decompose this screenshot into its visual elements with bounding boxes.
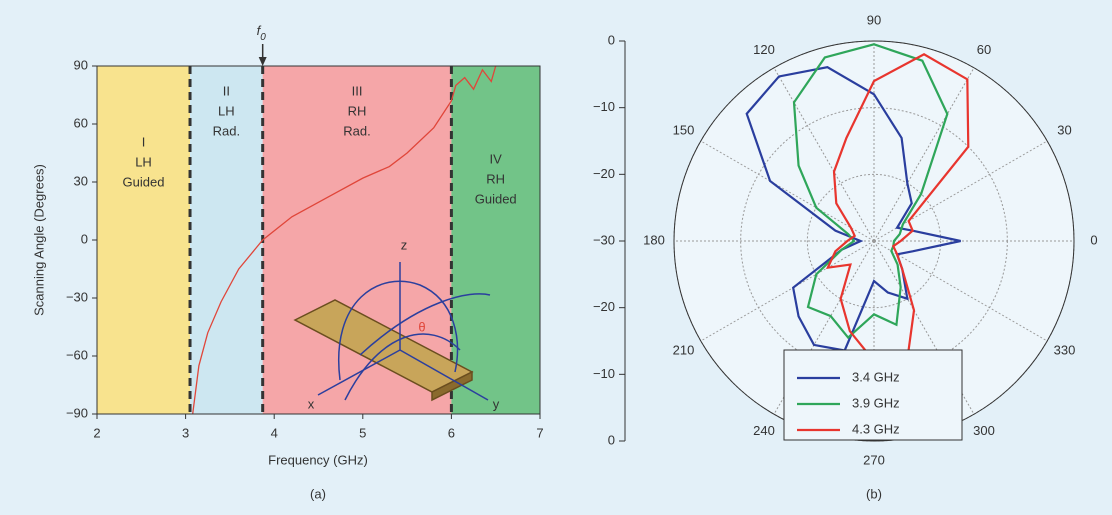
r-tick-label: 0 [608, 32, 615, 47]
r-tick-label: −10 [593, 366, 615, 381]
region-label: RH [348, 103, 367, 118]
theta-tick-label: 0 [1090, 232, 1097, 247]
marker-arrowhead [259, 57, 267, 66]
theta-tick-label: 330 [1054, 342, 1076, 357]
theta-tick-label: 270 [863, 452, 885, 467]
region-label: LH [135, 154, 152, 169]
x-tick-label: 4 [271, 425, 278, 440]
region-label: Rad. [343, 123, 370, 138]
legend-label: 3.9 GHz [852, 395, 900, 410]
inset-label: θ [418, 319, 425, 334]
x-tick-label: 7 [536, 425, 543, 440]
r-tick-label: 0 [608, 432, 615, 447]
region-label: RH [486, 171, 505, 186]
x-tick-label: 5 [359, 425, 366, 440]
theta-tick-label: 150 [673, 122, 695, 137]
y-tick-label: −30 [66, 289, 88, 304]
x-axis-label: Frequency (GHz) [268, 452, 368, 467]
theta-tick-label: 90 [867, 12, 881, 27]
y-tick-label: 60 [74, 115, 88, 130]
region-label: Guided [475, 191, 517, 206]
x-tick-label: 6 [448, 425, 455, 440]
region-label: II [223, 83, 230, 98]
y-tick-label: 0 [81, 231, 88, 246]
r-tick-label: −20 [593, 166, 615, 181]
figure: (a) Frequency (GHz) Scanning Angle (Degr… [0, 0, 1112, 515]
right-chart: 0 30 60 90 120 150 180 210 240 270 300 330 0 −10 −20 −3… [593, 12, 1098, 467]
region-label: Rad. [213, 123, 240, 138]
inset-label: y [493, 396, 500, 411]
region [451, 66, 540, 414]
y-tick-label: −60 [66, 347, 88, 362]
x-tick-label: 2 [93, 425, 100, 440]
legend-label: 4.3 GHz [852, 421, 900, 436]
marker-label-sub: 0 [260, 32, 266, 43]
caption: (a) [310, 486, 326, 501]
theta-tick-label: 300 [973, 423, 995, 438]
theta-tick-label: 60 [977, 42, 991, 57]
y-tick-label: 30 [74, 173, 88, 188]
inset-label: z [401, 237, 408, 252]
region-label: III [352, 83, 363, 98]
theta-tick-label: 30 [1057, 122, 1071, 137]
theta-tick-label: 120 [753, 42, 775, 57]
region-label: IV [490, 151, 503, 166]
y-axis-label: Scanning Angle (Degrees) [31, 164, 46, 316]
y-tick-label: −90 [66, 405, 88, 420]
region-label: Guided [123, 174, 165, 189]
region [97, 66, 190, 414]
legend-label: 3.4 GHz [852, 369, 900, 384]
r-tick-label: −10 [593, 99, 615, 114]
region-label: I [142, 134, 146, 149]
x-tick-label: 3 [182, 425, 189, 440]
theta-tick-label: 240 [753, 423, 775, 438]
y-tick-label: 90 [74, 57, 88, 72]
r-tick-label: −20 [593, 299, 615, 314]
theta-tick-label: 210 [673, 342, 695, 357]
region-label: LH [218, 103, 235, 118]
inset-label: x [308, 396, 315, 411]
r-tick-label: −30 [593, 232, 615, 247]
theta-tick-label: 180 [643, 232, 665, 247]
marker-label: f0 [257, 23, 267, 42]
caption: (b) [866, 486, 882, 501]
